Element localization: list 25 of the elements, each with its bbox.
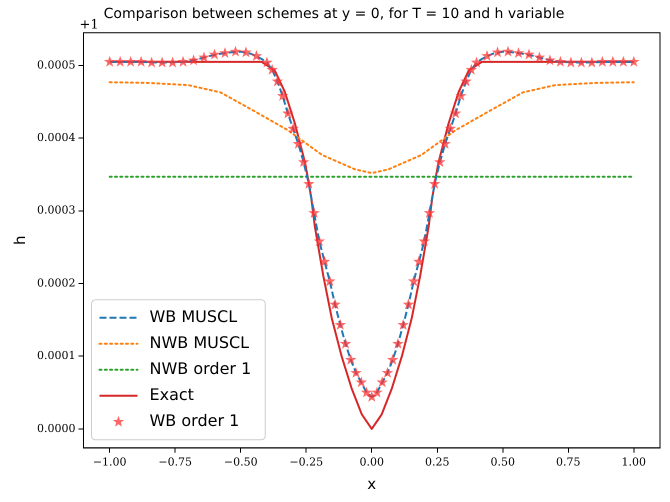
x-tick-label: −0.75: [158, 455, 192, 468]
legend-label: NWB MUSCL: [149, 332, 250, 352]
x-tick-label: 0.50: [490, 455, 516, 468]
x-tick-label: 0.00: [359, 455, 384, 468]
y-tick-label: 0.0004: [36, 131, 76, 144]
y-tick-label: 0.0001: [36, 349, 76, 362]
y-tick-label: 0.0000: [36, 422, 76, 435]
x-tick-label: −1.00: [92, 455, 127, 468]
x-tick-label: 1.00: [622, 455, 646, 468]
line-series: [108, 81, 635, 174]
x-tick-label: 0.25: [425, 455, 450, 468]
legend-label: NWB order 1: [149, 358, 252, 378]
x-tick-label: −0.50: [224, 455, 258, 468]
x-axis-title: x: [367, 474, 376, 493]
x-tick-label: 0.75: [556, 455, 581, 468]
text: +1: [79, 18, 99, 33]
legend-label: Exact: [149, 384, 194, 404]
y-tick-label: 0.0005: [36, 58, 76, 72]
y-tick-label: 0.0002: [36, 276, 76, 290]
legend-label: WB order 1: [149, 410, 240, 430]
legend-label: WB MUSCL: [149, 306, 238, 326]
x-tick-label: −0.25: [289, 455, 324, 468]
chart-title: Comparison between schemes at y = 0, for T = 10 and h variable: [104, 6, 564, 22]
y-tick-label: 0.0003: [36, 204, 76, 217]
y-axis-title: h: [10, 236, 29, 246]
